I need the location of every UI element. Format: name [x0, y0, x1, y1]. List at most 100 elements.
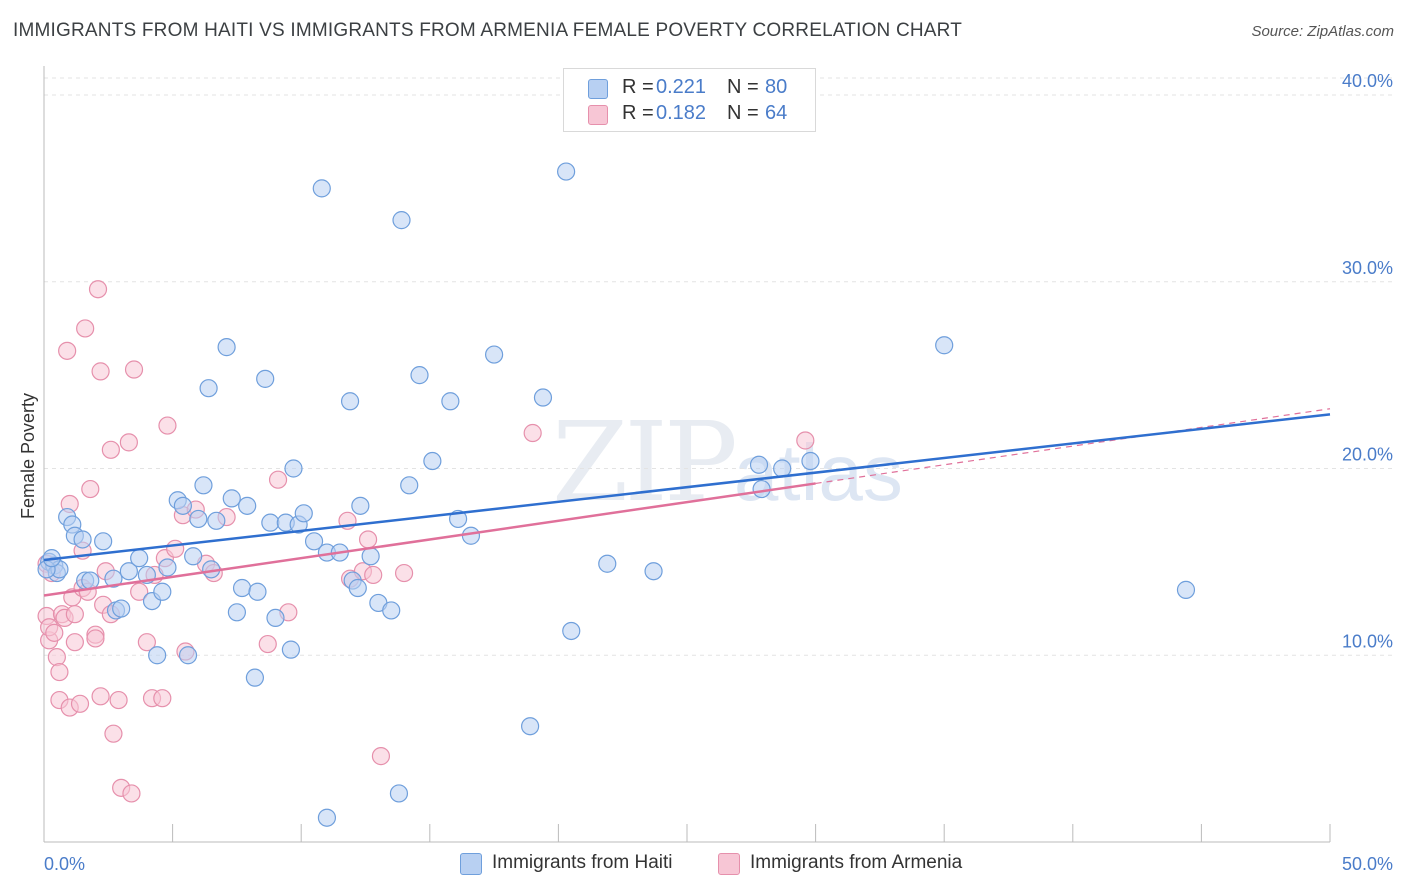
haiti-point [348, 578, 367, 598]
haiti-point [284, 459, 303, 478]
armenia-point [371, 746, 391, 766]
haiti-point [773, 459, 792, 478]
armenia-point [101, 440, 120, 459]
haiti-point [410, 366, 429, 385]
armenia-point [58, 341, 77, 360]
haiti-point [158, 558, 177, 577]
haiti-point [441, 392, 460, 411]
y-axis-title: Female Poverty [18, 393, 38, 519]
watermark-zip: ZIP [552, 398, 738, 526]
haiti-point [801, 451, 820, 471]
haiti-point [199, 379, 218, 398]
armenia-point [65, 633, 84, 652]
armenia-n-value: 64 [765, 102, 788, 124]
y-tick-label: 10.0% [1342, 631, 1393, 651]
armenia-point [166, 539, 185, 558]
haiti-point [461, 526, 481, 545]
haiti-point [752, 479, 771, 499]
armenia-point [104, 724, 123, 743]
armenia-point [119, 433, 138, 452]
armenia-point [523, 423, 542, 443]
armenia-n-label: N = [727, 102, 759, 124]
armenia-point [130, 582, 149, 601]
haiti-point [194, 476, 213, 495]
haiti-point [423, 451, 442, 471]
haiti-r-label: R = [622, 76, 654, 98]
haiti-point [232, 578, 252, 598]
armenia-point [76, 319, 95, 338]
haiti-point [104, 569, 123, 588]
haiti-point [238, 496, 257, 515]
haiti-point [73, 530, 92, 549]
chart-title: IMMIGRANTS FROM HAITI VS IMMIGRANTS FROM… [13, 20, 963, 41]
haiti-point [173, 496, 192, 515]
x-tick-label-max: 50.0% [1342, 854, 1393, 874]
haiti-n-value: 80 [765, 76, 788, 98]
y-tick-label: 40.0% [1342, 71, 1393, 91]
armenia-point [45, 623, 64, 642]
haiti-point [382, 601, 401, 620]
haiti-r-value: 0.221 [656, 76, 707, 98]
armenia-point [158, 416, 177, 435]
haiti-point [119, 562, 138, 581]
armenia-r-value: 0.182 [656, 102, 707, 124]
trend-layer [43, 408, 1331, 597]
haiti-point [521, 717, 540, 736]
correlation-legend: R = 0.221 N = 80 R = 0.182 N = 64 [563, 68, 816, 132]
armenia-point [153, 689, 172, 708]
armenia-point [137, 633, 156, 652]
axes-layer [43, 66, 1331, 843]
haiti-point [112, 599, 131, 618]
armenia-point [50, 662, 69, 682]
haiti-n-label: N = [727, 76, 759, 98]
labels-layer: 10.0% 20.0% 30.0% 40.0% 0.0% 50.0% Female Pove… [18, 71, 1393, 874]
armenia-point [70, 694, 90, 713]
armenia-r-label: R = [622, 102, 654, 124]
haiti-trend-line [43, 413, 1331, 562]
armenia-point [258, 634, 277, 654]
zipatlas-watermark: ZIPatlas [552, 398, 903, 526]
haiti-point [361, 547, 380, 566]
y-tick-label: 20.0% [1342, 445, 1393, 465]
haiti-point [644, 562, 663, 581]
haiti-point [557, 162, 576, 181]
haiti-point [562, 621, 581, 641]
armenia-points [37, 280, 815, 803]
haiti-point [184, 547, 203, 566]
haiti-point [294, 504, 313, 523]
armenia-point [394, 563, 414, 583]
haiti-point [312, 179, 331, 198]
haiti-point [256, 369, 275, 388]
armenia-point [47, 648, 66, 667]
haiti-point [392, 211, 411, 230]
haiti-point [281, 640, 301, 659]
haiti-point [227, 603, 246, 622]
haiti-point [248, 582, 267, 601]
haiti-point [207, 511, 226, 530]
haiti-point [178, 646, 198, 665]
haiti-point [266, 608, 285, 628]
armenia-point [81, 479, 100, 499]
haiti-point [153, 582, 172, 601]
haiti-point [485, 345, 504, 364]
grid-layer [44, 77, 1392, 656]
armenia-point [65, 605, 84, 624]
haiti-point [130, 549, 149, 568]
armenia-trend-extension [815, 408, 1331, 485]
armenia-point [122, 784, 141, 803]
armenia-point [91, 687, 110, 706]
haiti-point [261, 513, 280, 532]
armenia-point [86, 629, 105, 648]
armenia-point [124, 360, 144, 379]
armenia-point [358, 530, 378, 549]
bottom-armenia-label: Immigrants from Armenia [750, 852, 963, 873]
haiti-point [222, 489, 241, 508]
haiti-point [317, 808, 337, 827]
haiti-point [749, 455, 769, 474]
haiti-point [81, 571, 100, 590]
bottom-haiti-label: Immigrants from Haiti [492, 852, 673, 873]
haiti-point [245, 668, 265, 687]
haiti-point [94, 532, 113, 551]
source-credit: Source: ZipAtlas.com [1251, 23, 1394, 40]
